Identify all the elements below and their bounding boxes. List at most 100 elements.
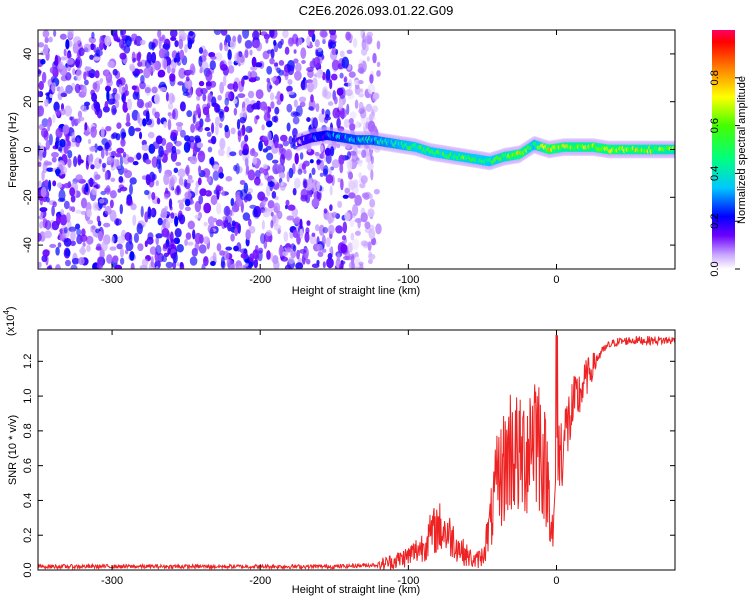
spectrogram-noise-cell [227, 83, 235, 90]
spectrogram-noise-cell [250, 66, 258, 71]
spectrogram-noise-cell [194, 135, 201, 141]
spectrogram-noise-cell [348, 171, 354, 180]
spectrogram-noise-cell [282, 140, 290, 147]
spectrogram-noise-cell [206, 131, 212, 137]
spectrogram-noise-cell [39, 207, 48, 213]
spectrogram-noise-cell [119, 186, 128, 192]
spectrogram-noise-cell [225, 246, 233, 251]
spectrogram-noise-cell [341, 154, 346, 162]
spectrogram-noise-cell [116, 243, 123, 250]
spectrogram-noise-cell [298, 248, 307, 254]
spectrogram-noise-cell [141, 258, 149, 267]
spectrogram-noise-cell [77, 154, 82, 166]
spectrogram-noise-cell [119, 155, 124, 167]
spectrogram-noise-cell [116, 122, 122, 129]
spectrogram-noise-cell [59, 138, 66, 148]
spectrogram-noise-cell [322, 226, 329, 234]
spectrogram-noise-cell [278, 59, 285, 66]
spectrogram-noise-cell [369, 193, 373, 200]
spectrogram-noise-cell [106, 156, 114, 165]
spectrogram-noise-cell [276, 99, 282, 105]
spectrogram-noise-cell [38, 80, 44, 91]
spectrogram-noise-cell [344, 212, 351, 221]
spectrogram-noise-cell [66, 58, 74, 65]
spectrogram-noise-cell [97, 220, 102, 227]
spectrogram-noise-cell [176, 262, 180, 267]
spectrogram-noise-cell [140, 74, 145, 84]
spectrogram-noise-cell [348, 180, 356, 191]
spectrogram-noise-cell [211, 96, 217, 107]
spectrogram-noise-cell [252, 249, 259, 260]
spectrogram-noise-cell [144, 189, 150, 196]
spectrogram-noise-cell [113, 32, 118, 42]
spectrogram-noise-cell [63, 237, 72, 247]
spectrogram-noise-cell [270, 48, 275, 59]
spectrogram-noise-cell [42, 249, 50, 257]
spectrogram-noise-cell [325, 153, 332, 165]
spectrogram-noise-cell [132, 57, 137, 62]
spectrogram-noise-cell [233, 245, 239, 252]
snr-x-tick-label: -100 [397, 575, 419, 587]
spectrogram-noise-cell [223, 205, 231, 217]
spectrogram-noise-cell [156, 197, 161, 205]
spectrogram-noise-cell [286, 103, 293, 113]
spectrogram-noise-cell [42, 30, 50, 38]
spectrogram-noise-cell [358, 171, 363, 179]
spectrogram-noise-cell [202, 236, 210, 245]
colorbar-tick-label: 0.8 [709, 70, 721, 85]
spectrogram-noise-cell [376, 61, 381, 67]
spectrogram-noise-cell [132, 91, 138, 100]
spectrogram-noise-cell [184, 44, 188, 53]
spectrogram-noise-cell [148, 65, 153, 73]
spectrogram-noise-cell [155, 135, 163, 145]
spectrogram-noise-cell [373, 188, 380, 195]
spectrogram-noise-cell [244, 39, 253, 49]
spectrogram-noise-cell [93, 99, 98, 109]
spectrogram-noise-cell [151, 86, 158, 94]
spectrogram-noise-cell [155, 233, 163, 239]
spectrogram-noise-cell [311, 263, 320, 269]
spectrogram-noise-cell [274, 141, 279, 149]
spectrogram-noise-cell [279, 144, 284, 154]
spectrogram-noise-cell [60, 208, 65, 216]
spectrogram-noise-cell [106, 78, 113, 87]
spectrogram-noise-cell [49, 243, 57, 249]
snr-x-tick-label: -200 [249, 575, 271, 587]
spectrogram-noise-cell [204, 126, 211, 132]
spectrogram-noise-cell [54, 54, 59, 67]
snr-plot-area [38, 330, 675, 570]
spectrogram-noise-cell [355, 120, 360, 129]
spectrogram-noise-cell [248, 225, 256, 234]
spectrogram-noise-cell [194, 242, 200, 252]
spectrogram-noise-cell [101, 240, 108, 252]
spectrogram-noise-cell [75, 223, 81, 230]
spectrogram-noise-cell [339, 72, 344, 79]
spectrogram-noise-cell [133, 39, 137, 45]
spectrogram-noise-cell [348, 71, 356, 78]
spectrogram-noise-cell [144, 211, 149, 223]
snr-x-ticks: -300 -200 -100 0 [101, 330, 560, 587]
spectrogram-noise-cell [178, 214, 186, 225]
spectrogram-noise-cell [357, 67, 365, 74]
spectrogram-noise-cell [263, 169, 269, 176]
spectrogram-noise-cell [44, 179, 49, 187]
spectrogram-noise-cell [367, 120, 376, 133]
spectrogram-noise-cell [51, 81, 57, 93]
spectrogram-noise-cell [60, 56, 68, 61]
colorbar: 0.0 0.2 0.4 0.6 0.8 Normalized spectral ampl… [709, 30, 748, 277]
spectrogram-noise-cell [110, 235, 115, 244]
spectrogram-noise-cell [155, 244, 162, 256]
spectrogram-noise-cell [365, 103, 373, 112]
spectrogram-noise-cell [359, 88, 364, 93]
spectrogram-noise-cell [248, 127, 253, 133]
spectrogram-noise-cell [367, 83, 376, 95]
spectrogram-noise-cell [262, 135, 268, 141]
spectrogram-noise-cell [68, 226, 77, 233]
spectrogram-noise-cell [258, 140, 263, 152]
spectrogram-noise-cell [83, 43, 91, 53]
spectrogram-noise-cell [242, 30, 250, 39]
spectrogram-noise-cell [75, 209, 82, 214]
spectrogram-noise-cell [106, 89, 110, 102]
spectrogram-noise-cell [73, 36, 82, 45]
spectrogram-noise-cell [51, 151, 59, 158]
